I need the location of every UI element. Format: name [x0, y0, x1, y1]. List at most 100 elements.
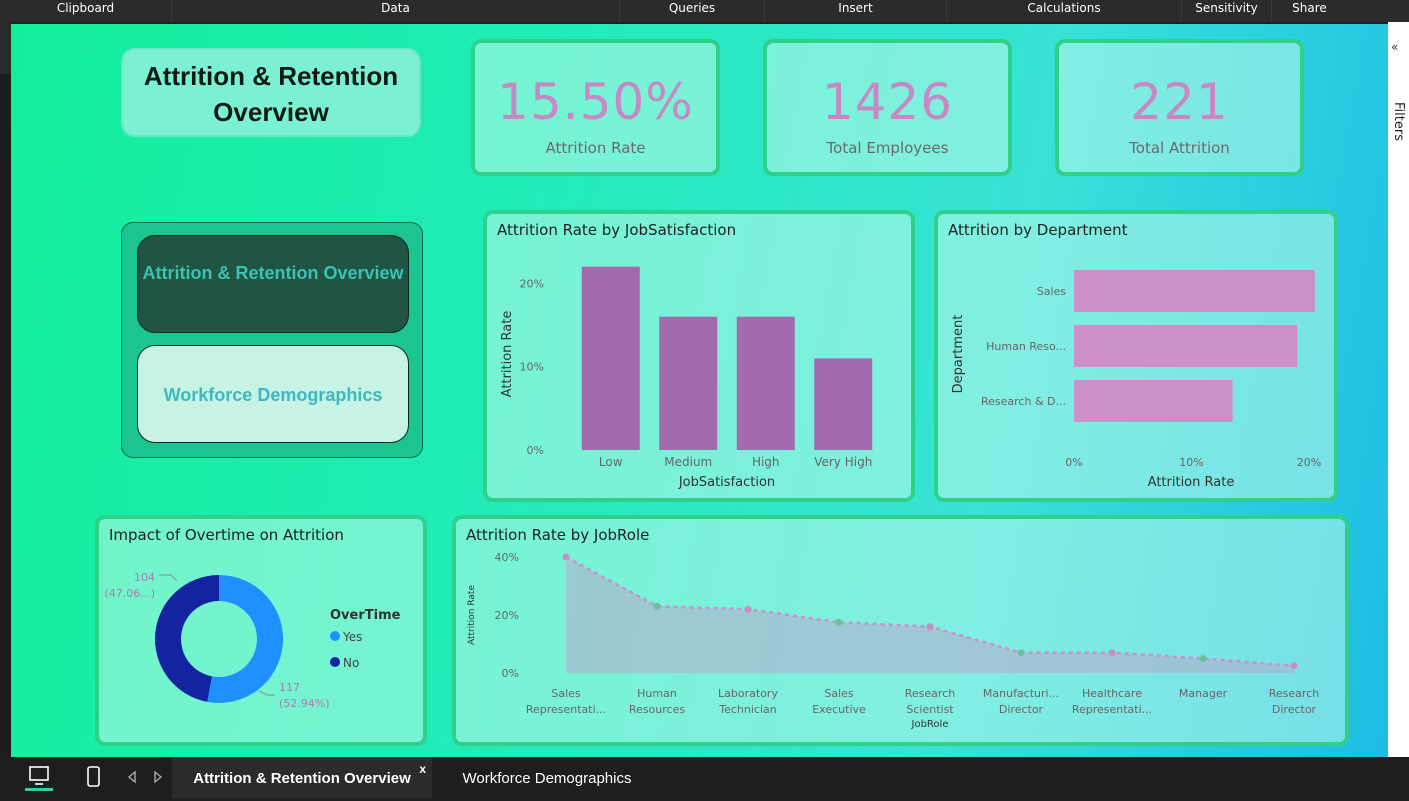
x-axis-title: JobSatisfaction — [678, 475, 775, 490]
y-tick-label: Human Reso... — [986, 340, 1066, 353]
chart-title: Impact of Overtime on Attrition — [109, 526, 344, 544]
prev-page-icon[interactable] — [126, 769, 138, 785]
nav-button-label: Attrition & Retention Overview — [142, 263, 404, 283]
leader-line — [258, 690, 275, 696]
ribbon-tab-data[interactable]: Data — [172, 0, 620, 22]
page-tab-workforce-demographics[interactable]: Workforce Demographics — [432, 757, 662, 798]
data-point — [835, 618, 843, 626]
kpi-value: 221 — [1130, 73, 1229, 131]
leader-line — [159, 574, 178, 582]
dept-bar-chart: Sales Human Reso... Research & D... 0% 10% 20… — [951, 270, 1321, 490]
page-tab-label: Workforce Demographics — [462, 770, 632, 787]
kpi-value: 15.50% — [497, 73, 694, 131]
data-point — [926, 623, 934, 631]
nav-button-attrition-overview[interactable]: Attrition & Retention Overview — [137, 235, 409, 333]
filters-label: Filters — [1391, 102, 1406, 141]
kpi-label: Total Attrition — [1129, 139, 1230, 157]
x-tick-label: Low — [599, 455, 623, 469]
y-axis-title: Attrition Rate — [467, 585, 477, 645]
nav-button-label: Workforce Demographics — [163, 385, 383, 405]
data-label-yes-percent: (52.94%) — [279, 697, 330, 710]
report-title: Attrition & Retention Overview — [143, 61, 399, 127]
ribbon-tab-calculations[interactable]: Calculations — [947, 0, 1182, 22]
y-tick-label: 0% — [502, 667, 519, 680]
data-point — [1108, 649, 1116, 657]
data-point — [744, 605, 752, 613]
chart-title: Attrition Rate by JobSatisfaction — [497, 221, 737, 239]
chart-attrition-by-jobrole[interactable]: Attrition Rate by JobRole 40% 20% 0% Sales R… — [452, 515, 1349, 746]
y-axis-title: Department — [951, 315, 966, 394]
chart-overtime-impact[interactable]: Impact of Overtime on Attrition 104 (47.0… — [95, 515, 427, 746]
y-tick-label: 10% — [520, 361, 544, 374]
ribbon-tab-clipboard[interactable]: Clipboard — [0, 0, 172, 22]
x-tick-label: Director — [1272, 703, 1317, 716]
ribbon-tab-sensitivity[interactable]: Sensitivity — [1182, 0, 1272, 22]
y-tick-label: Research & D... — [981, 395, 1066, 408]
ribbon-tab-insert[interactable]: Insert — [765, 0, 947, 22]
bar — [1074, 380, 1233, 422]
jobrole-area-chart: 40% 20% 0% Sales Representati... Human Resourc… — [467, 551, 1319, 730]
kpi-card-total-attrition[interactable]: 221 Total Attrition — [1055, 39, 1304, 176]
overtime-donut-chart: 104 (47.06...) 117 (52.94%) OverTime Yes No — [104, 571, 400, 710]
desktop-view-icon[interactable] — [25, 765, 53, 791]
next-page-icon[interactable] — [152, 769, 164, 785]
legend-marker — [330, 657, 340, 667]
x-tick-label: Very High — [814, 455, 872, 469]
x-tick-label: 0% — [1065, 456, 1082, 469]
y-tick-label: 20% — [495, 609, 519, 622]
y-tick-label: Sales — [1037, 285, 1067, 298]
chart-title: Attrition Rate by JobRole — [466, 526, 650, 544]
x-axis-title: JobRole — [911, 719, 949, 730]
x-tick-label: 10% — [1179, 456, 1203, 469]
nav-button-workforce-demographics[interactable]: Workforce Demographics — [137, 345, 409, 443]
report-title-box: Attrition & Retention Overview — [121, 48, 421, 137]
page-navigator: Attrition & Retention Overview Workforce… — [121, 222, 423, 458]
donut-slice-yes — [207, 575, 283, 703]
data-label-no-percent: (47.06...) — [104, 587, 155, 600]
chart-attrition-by-department[interactable]: Attrition by Department Sales Human Reso.… — [934, 210, 1338, 502]
data-label-no-count: 104 — [134, 571, 155, 584]
legend-marker — [330, 631, 340, 641]
kpi-value: 1426 — [821, 73, 954, 131]
x-tick-label: Sales — [551, 687, 581, 700]
mobile-view-icon[interactable] — [84, 765, 104, 789]
donut-slice-no — [154, 575, 219, 702]
filters-pane[interactable]: « Filters — [1388, 22, 1409, 757]
bar — [814, 358, 873, 450]
x-tick-label: Manufacturi... — [983, 687, 1059, 700]
data-point — [653, 602, 661, 610]
x-tick-label: Research — [905, 687, 955, 700]
legend-label: No — [343, 656, 359, 670]
x-tick-label: Healthcare — [1082, 687, 1142, 700]
x-tick-label: Representati... — [1072, 703, 1152, 716]
x-tick-label: High — [752, 455, 780, 469]
ribbon: Clipboard Data Queries Insert Calculatio… — [0, 0, 1409, 22]
legend-label: Yes — [342, 630, 362, 644]
data-point — [1290, 662, 1298, 670]
collapse-chevron-icon[interactable]: « — [1391, 40, 1399, 54]
bar — [736, 316, 795, 450]
area-fill — [566, 557, 1294, 673]
ribbon-tab-queries[interactable]: Queries — [620, 0, 765, 22]
data-label-yes-count: 117 — [279, 681, 300, 694]
chart-title: Attrition by Department — [948, 221, 1128, 239]
report-canvas: Attrition & Retention Overview 15.50% At… — [11, 24, 1388, 757]
y-axis-title: Attrition Rate — [500, 311, 515, 398]
bar — [1074, 325, 1298, 367]
x-tick-label: Research — [1269, 687, 1319, 700]
x-tick-label: Resources — [629, 703, 685, 716]
chart-attrition-by-jobsatisfaction[interactable]: Attrition Rate by JobSatisfaction 20% 10%… — [483, 210, 915, 502]
data-point — [1199, 655, 1207, 662]
x-tick-label: Scientist — [906, 703, 954, 716]
data-point — [562, 553, 570, 561]
kpi-card-total-employees[interactable]: 1426 Total Employees — [763, 39, 1012, 176]
kpi-card-attrition-rate[interactable]: 15.50% Attrition Rate — [471, 39, 720, 176]
x-axis-title: Attrition Rate — [1148, 475, 1235, 490]
page-tab-attrition-overview[interactable]: Attrition & Retention Overview x — [172, 757, 432, 798]
close-tab-icon[interactable]: x — [419, 762, 426, 776]
kpi-label: Total Employees — [826, 139, 949, 157]
ribbon-tab-share[interactable]: Share — [1292, 1, 1327, 15]
x-tick-label: Manager — [1179, 687, 1228, 700]
x-tick-label: Executive — [812, 703, 866, 716]
left-gutter — [0, 22, 11, 757]
